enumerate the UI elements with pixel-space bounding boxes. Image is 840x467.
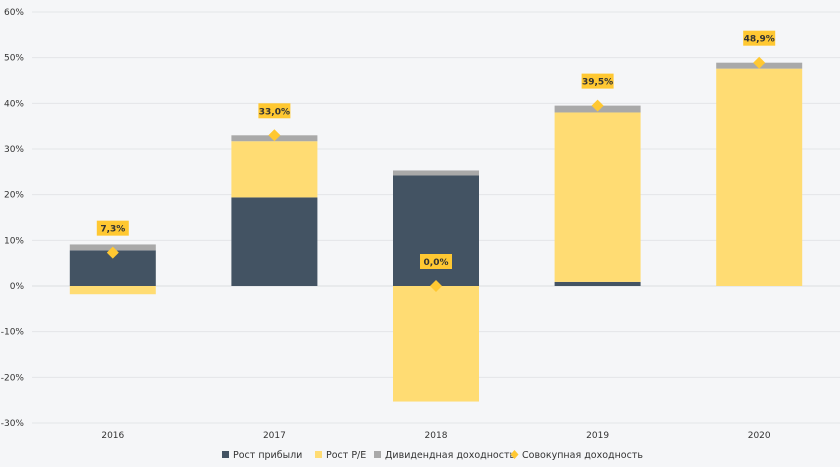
- total-marker: [106, 246, 119, 259]
- bar-segment: [554, 112, 641, 282]
- data-label-box: [420, 254, 452, 269]
- bar-segment: [393, 170, 479, 176]
- y-tick-label: -30%: [1, 419, 25, 429]
- data-label-box: [581, 73, 614, 89]
- data-label-box: [96, 220, 129, 236]
- bar-segment: [69, 286, 156, 295]
- x-tick-label: 2017: [263, 431, 286, 441]
- y-tick-label: 0%: [10, 282, 25, 292]
- bar-segment: [231, 141, 318, 198]
- legend-label: Рост P/E: [326, 450, 366, 461]
- data-label-box: [743, 30, 776, 46]
- bar-segment: [393, 286, 479, 402]
- x-tick-label: 2018: [425, 431, 448, 441]
- bar-segment: [716, 68, 803, 286]
- total-marker: [753, 56, 766, 69]
- total-marker: [591, 99, 604, 112]
- data-label: 39,5%: [582, 78, 613, 88]
- bar-segment: [554, 281, 641, 286]
- bar-segment: [231, 197, 318, 286]
- legend-label: Совокупная доходность: [522, 450, 643, 461]
- x-tick-label: 2016: [101, 431, 124, 441]
- y-tick-label: 60%: [4, 8, 24, 18]
- data-label: 33,0%: [259, 107, 290, 117]
- y-tick-label: -20%: [1, 373, 25, 383]
- y-tick-label: 40%: [4, 99, 24, 109]
- total-marker: [430, 280, 442, 292]
- legend-swatch: [510, 450, 519, 459]
- total-marker: [268, 129, 281, 142]
- legend-swatch: [374, 451, 381, 458]
- y-tick-label: -10%: [1, 328, 25, 338]
- legend-swatch: [222, 451, 229, 458]
- data-label: 0,0%: [424, 258, 449, 268]
- y-tick-label: 50%: [4, 54, 24, 64]
- x-tick-label: 2020: [748, 431, 771, 441]
- x-tick-label: 2019: [586, 431, 609, 441]
- legend-swatch: [315, 451, 322, 458]
- y-tick-label: 20%: [4, 191, 24, 201]
- legend-label: Дивидендная доходность: [385, 450, 515, 461]
- y-tick-label: 30%: [4, 145, 24, 155]
- data-label: 7,3%: [100, 225, 125, 235]
- y-tick-label: 10%: [4, 236, 24, 246]
- legend-label: Рост прибыли: [233, 450, 302, 461]
- data-label-box: [258, 103, 291, 119]
- bar-segment: [393, 175, 479, 286]
- data-label: 48,9%: [744, 35, 775, 45]
